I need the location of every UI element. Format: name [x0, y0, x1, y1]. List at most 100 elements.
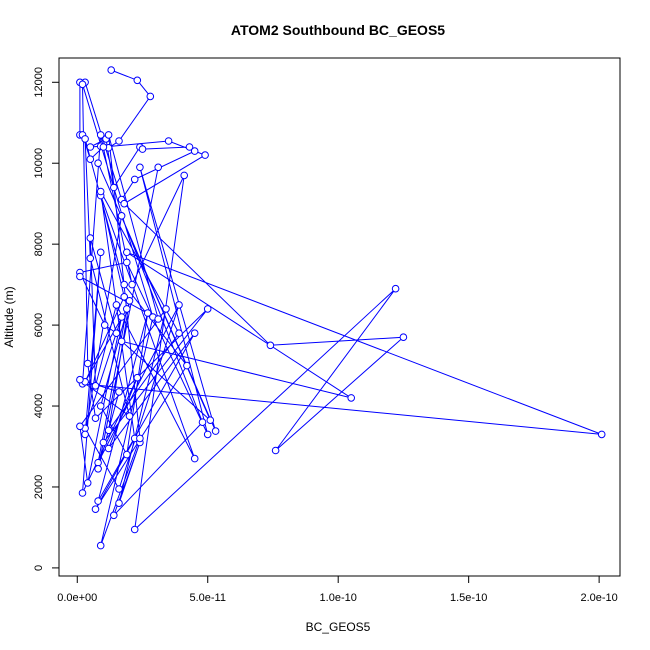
data-point	[94, 497, 102, 505]
data-point	[86, 254, 95, 263]
data-point	[123, 305, 131, 313]
data-point	[146, 92, 155, 101]
data-point	[133, 76, 142, 85]
y-tick-label: 8000	[33, 232, 45, 256]
data-point	[96, 402, 105, 410]
data-point	[81, 430, 89, 439]
data-point	[96, 131, 105, 139]
data-point	[271, 446, 280, 455]
x-tick-label: 5.0e-11	[189, 592, 226, 604]
data-point	[117, 337, 126, 346]
data-point	[399, 333, 408, 342]
chart-title: ATOM2 Southbound BC_GEOS5	[231, 22, 445, 38]
data-point	[183, 361, 191, 370]
y-axis-label: Altitude (m)	[2, 286, 16, 347]
data-point	[104, 444, 113, 453]
data-point	[115, 137, 123, 145]
y-tick-label: 0	[33, 565, 45, 571]
data-point	[83, 359, 92, 368]
data-point	[120, 293, 128, 301]
data-point	[96, 248, 105, 257]
data-point	[81, 135, 89, 143]
data-point	[115, 388, 123, 396]
data-point	[78, 489, 87, 497]
data-point	[130, 525, 139, 534]
data-point	[104, 131, 113, 139]
series-layer	[76, 66, 606, 550]
y-tick-label: 6000	[33, 313, 45, 337]
y-tick-label: 12000	[33, 67, 45, 98]
data-point	[117, 212, 126, 220]
data-point	[115, 499, 123, 508]
data-point	[94, 465, 102, 473]
data-point	[125, 412, 134, 420]
data-point	[266, 341, 275, 350]
data-point	[136, 434, 144, 443]
data-point	[86, 234, 95, 242]
data-point	[94, 159, 102, 167]
plot-area-frame	[58, 57, 621, 577]
x-axis-label: BC_GEOS5	[306, 620, 371, 634]
data-point	[133, 373, 142, 382]
data-point	[110, 183, 118, 192]
x-tick-label: 0.0e+00	[57, 592, 97, 604]
data-point	[107, 66, 115, 74]
data-point	[91, 414, 100, 423]
data-point	[125, 297, 134, 305]
data-point	[185, 143, 194, 151]
data-point	[123, 450, 131, 459]
data-point	[162, 305, 170, 313]
y-tick-label: 4000	[33, 394, 45, 418]
y-axis: 0 2000 4000 6000 8000 10000 12000	[33, 67, 60, 571]
data-point	[206, 416, 215, 425]
data-point	[190, 329, 199, 338]
data-point	[154, 315, 162, 323]
data-point	[78, 80, 87, 89]
data-point	[76, 272, 84, 281]
data-point	[96, 187, 105, 196]
y-tick-label: 2000	[33, 475, 45, 499]
data-point	[164, 137, 173, 145]
x-tick-label: 1.5e-10	[450, 592, 487, 604]
data-point	[99, 143, 108, 151]
data-point	[123, 258, 131, 267]
data-point	[76, 422, 84, 431]
data-point	[115, 485, 123, 493]
data-point	[175, 329, 183, 338]
x-tick-label: 2.0e-10	[580, 592, 617, 604]
data-point	[128, 280, 136, 289]
data-point	[211, 427, 220, 435]
data-point	[143, 309, 152, 317]
data-point	[96, 541, 105, 550]
data-point	[104, 426, 113, 435]
data-point	[76, 375, 84, 384]
data-point	[180, 171, 188, 180]
data-point	[120, 280, 128, 289]
data-point	[86, 143, 95, 151]
data-point	[83, 479, 92, 487]
data-point	[597, 430, 606, 439]
y-tick-label: 10000	[33, 148, 45, 179]
x-tick-label: 1.0e-10	[320, 592, 357, 604]
data-point	[130, 175, 139, 184]
data-point	[136, 163, 144, 172]
x-axis: 0.0e+00 5.0e-11 1.0e-10 1.5e-10 2.0e-10	[57, 575, 618, 604]
data-point	[112, 301, 121, 309]
data-point	[203, 305, 212, 313]
data-point	[110, 511, 118, 520]
data-point	[190, 454, 199, 463]
data-point	[347, 394, 356, 402]
data-point	[112, 329, 121, 338]
data-point	[175, 301, 183, 309]
data-point	[201, 151, 209, 159]
data-point	[86, 155, 95, 163]
data-point	[198, 418, 207, 427]
data-point	[123, 248, 131, 257]
series-line	[79, 69, 602, 546]
data-point	[100, 321, 109, 329]
data-point	[190, 147, 199, 155]
data-point	[120, 199, 128, 208]
data-point	[117, 313, 126, 321]
data-point	[99, 438, 108, 447]
